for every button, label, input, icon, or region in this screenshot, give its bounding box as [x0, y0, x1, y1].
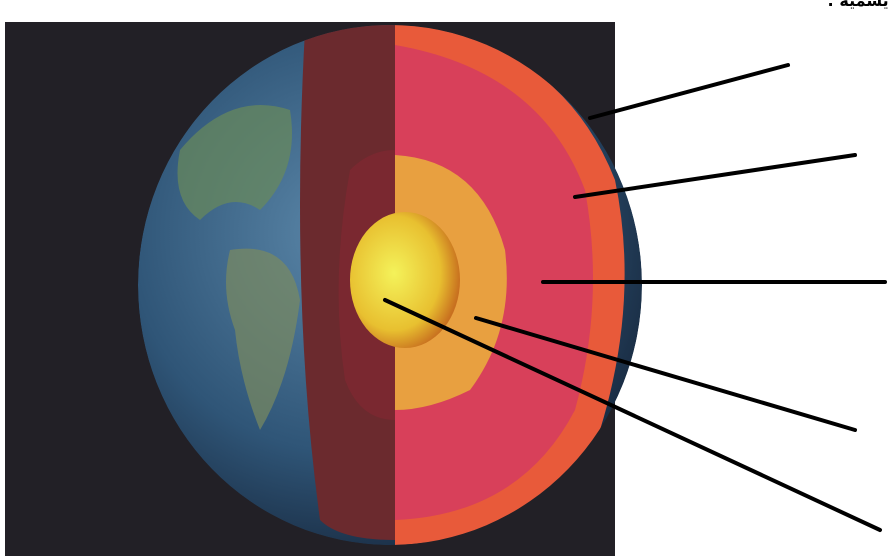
pointer-line — [474, 316, 857, 432]
header-text: يسمية : — [827, 0, 888, 10]
pointer-lines — [383, 63, 887, 532]
pointer-line — [573, 153, 857, 199]
pointer-line — [588, 63, 790, 120]
inner-core — [350, 212, 460, 348]
earth — [138, 25, 642, 545]
continent — [177, 105, 292, 220]
pointer-line — [383, 298, 882, 532]
continent — [226, 248, 300, 430]
